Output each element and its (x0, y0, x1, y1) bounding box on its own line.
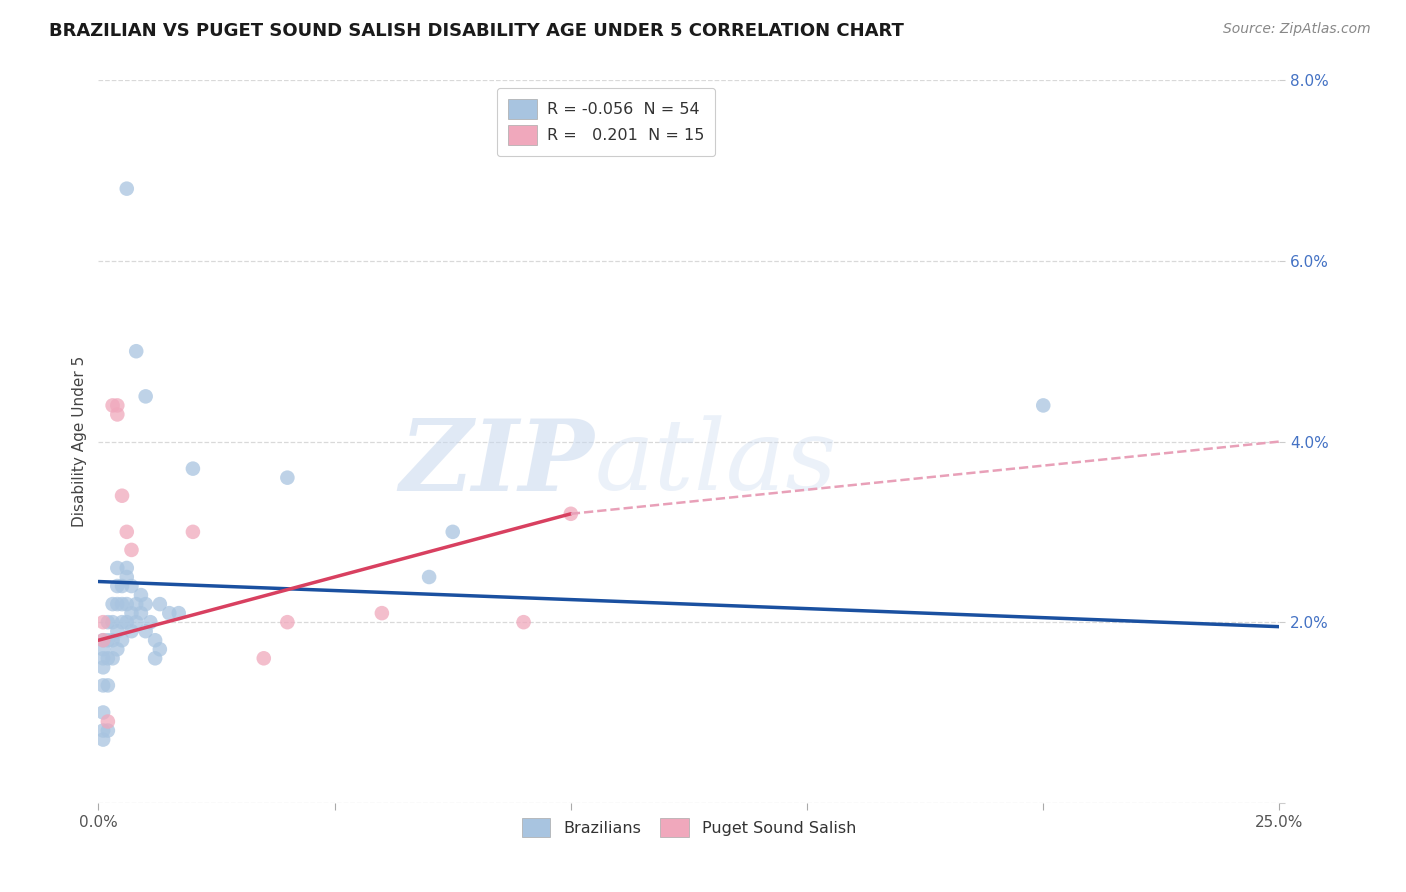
Point (125, 597, 148, 611)
Text: atlas: atlas (595, 416, 837, 511)
Point (125, 615, 148, 630)
Point (105, 597, 128, 611)
Point (149, 642, 172, 657)
Point (91, 660, 114, 674)
Point (149, 597, 172, 611)
Point (105, 408, 128, 422)
Point (181, 524, 204, 539)
Point (115, 181, 138, 195)
Point (121, 579, 143, 593)
Point (560, 507, 582, 521)
Point (121, 624, 143, 639)
Point (91, 651, 114, 665)
Text: BRAZILIAN VS PUGET SOUND SALISH DISABILITY AGE UNDER 5 CORRELATION CHART: BRAZILIAN VS PUGET SOUND SALISH DISABILI… (49, 22, 904, 40)
Point (91, 706, 114, 720)
Point (111, 615, 134, 630)
Point (371, 606, 394, 620)
Point (101, 597, 124, 611)
Point (101, 651, 124, 665)
Point (105, 624, 128, 639)
Point (167, 606, 190, 620)
Point (97, 651, 120, 665)
Point (105, 561, 128, 575)
Point (115, 597, 138, 611)
Point (91, 642, 114, 657)
Point (91, 633, 114, 648)
Point (181, 461, 204, 475)
Point (135, 389, 157, 403)
Point (139, 615, 162, 630)
Point (111, 489, 134, 503)
Point (91, 678, 114, 692)
Point (111, 579, 134, 593)
Point (276, 615, 298, 630)
Point (101, 615, 124, 630)
Point (97, 633, 120, 648)
Point (125, 344, 148, 359)
Y-axis label: Disability Age Under 5: Disability Age Under 5 (72, 356, 87, 527)
Point (111, 597, 134, 611)
Point (143, 633, 166, 648)
Point (512, 615, 534, 630)
Point (97, 678, 120, 692)
Point (97, 615, 120, 630)
Point (157, 606, 180, 620)
Point (276, 471, 298, 485)
Point (91, 723, 114, 738)
Point (121, 542, 143, 557)
Point (91, 615, 114, 630)
Point (101, 633, 124, 648)
Point (101, 398, 124, 412)
Point (135, 624, 157, 639)
Point (115, 570, 138, 584)
Point (115, 561, 138, 575)
Point (105, 642, 128, 657)
Text: ZIP: ZIP (399, 415, 595, 511)
Point (91, 732, 114, 747)
Legend: Brazilians, Puget Sound Salish: Brazilians, Puget Sound Salish (513, 810, 865, 846)
Text: Source: ZipAtlas.com: Source: ZipAtlas.com (1223, 22, 1371, 37)
Point (135, 597, 157, 611)
Point (253, 651, 276, 665)
Point (129, 588, 152, 602)
Point (115, 524, 138, 539)
Point (1032, 398, 1054, 412)
Point (121, 606, 143, 620)
Point (105, 398, 128, 412)
Point (441, 524, 464, 539)
Point (91, 633, 114, 648)
Point (418, 570, 440, 584)
Point (105, 579, 128, 593)
Point (115, 615, 138, 630)
Point (129, 606, 152, 620)
Point (97, 723, 120, 738)
Point (111, 633, 134, 648)
Point (143, 651, 166, 665)
Point (97, 714, 120, 729)
